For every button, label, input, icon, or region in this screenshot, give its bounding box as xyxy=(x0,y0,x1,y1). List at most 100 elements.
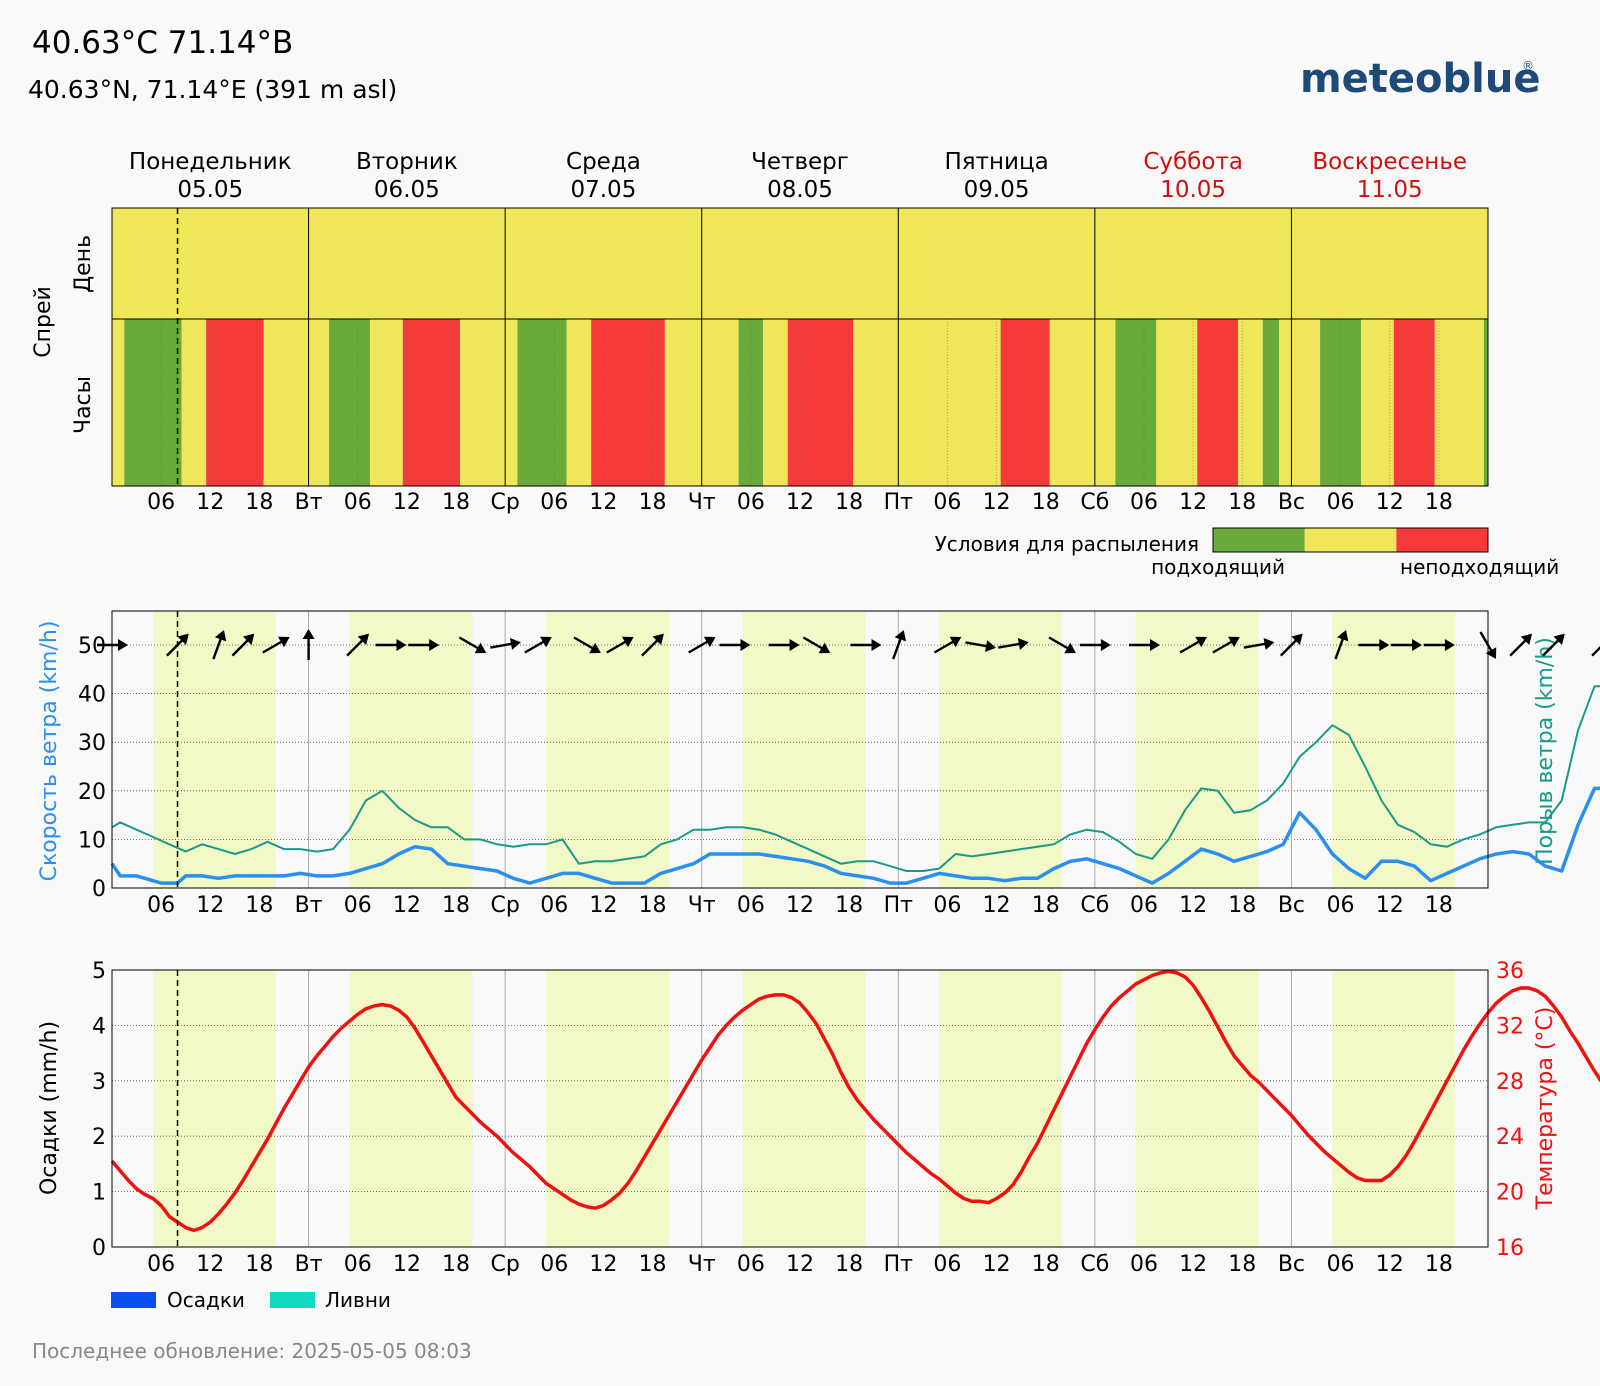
y-tick-label: 3 xyxy=(92,1070,106,1095)
x-tick-label: Вт xyxy=(295,1252,323,1277)
x-tick-label: 18 xyxy=(442,893,470,918)
x-tick-label: 18 xyxy=(639,490,667,515)
x-tick-label: Ср xyxy=(490,1252,519,1277)
x-tick-label: 12 xyxy=(1376,1252,1404,1277)
spray-hour-segment xyxy=(112,319,125,486)
x-tick-label: 12 xyxy=(196,1252,224,1277)
x-tick-label: 12 xyxy=(983,490,1011,515)
wind-direction-arrow xyxy=(524,636,552,654)
brand-registered-mark: ® xyxy=(1522,59,1534,73)
x-tick-label: 06 xyxy=(933,1252,961,1277)
day-date: 09.05 xyxy=(964,177,1030,203)
spray-hour-segment xyxy=(206,319,264,486)
spray-hour-segment xyxy=(853,319,1001,486)
day-name: Пятница xyxy=(944,149,1048,175)
y-tick-label: 2 xyxy=(92,1125,106,1150)
x-tick-label: 18 xyxy=(835,893,863,918)
wind-gust-ylabel: Порыв ветра (km/h) xyxy=(1533,637,1558,865)
x-tick-label: 06 xyxy=(1327,1252,1355,1277)
x-tick-label: 06 xyxy=(1327,893,1355,918)
x-tick-label: 18 xyxy=(835,1252,863,1277)
legend-showers-swatch xyxy=(270,1292,315,1308)
x-tick-label: 18 xyxy=(1032,490,1060,515)
y2-tick-label: 20 xyxy=(1496,1181,1524,1206)
spray-legend-title: Условия для распыления xyxy=(935,532,1199,556)
x-tick-label: 06 xyxy=(737,893,765,918)
spray-panel: Спрей День Часы 06 12 18 Вт 06 12 18 Ср 06 12 18 Чт… xyxy=(31,207,1489,515)
x-tick-label: Вс xyxy=(1278,1252,1305,1277)
x-tick-label: 18 xyxy=(245,1252,273,1277)
x-tick-label: 06 xyxy=(540,490,568,515)
spray-hour-segment xyxy=(787,319,854,486)
spray-hour-segment xyxy=(263,319,330,486)
spray-hour-segment xyxy=(124,319,182,486)
x-tick-label: 18 xyxy=(1425,893,1453,918)
x-tick-label: 18 xyxy=(835,490,863,515)
wind-direction-arrow xyxy=(1179,636,1207,654)
y2-tick-label: 36 xyxy=(1496,959,1524,984)
wind-panel: Скорость ветра (km/h) Порыв ветра (km/h)… xyxy=(37,610,1600,918)
x-tick-label: 12 xyxy=(589,490,617,515)
x-tick-label: 12 xyxy=(1376,490,1404,515)
wind-direction-arrow xyxy=(1279,633,1303,657)
legend-swatch-unsuitable xyxy=(1396,528,1489,552)
wind-direction-arrow xyxy=(212,629,227,660)
x-tick-label: 12 xyxy=(196,893,224,918)
daylight-band xyxy=(546,970,669,1247)
x-tick-label: Пт xyxy=(884,490,914,515)
spray-ylabel: Спрей xyxy=(31,286,56,358)
spray-day-cell xyxy=(505,208,702,319)
spray-hour-segment xyxy=(566,319,592,486)
legend-precip-label: Осадки xyxy=(167,1288,245,1312)
x-tick-label: 12 xyxy=(393,490,421,515)
spray-legend: Условия для распыления подходящий неподх… xyxy=(935,527,1559,579)
x-tick-label: 18 xyxy=(1228,893,1256,918)
x-tick-label: Пт xyxy=(884,1252,914,1277)
spray-day-cell xyxy=(1094,208,1292,319)
day-date: 11.05 xyxy=(1357,177,1423,203)
wind-direction-arrow xyxy=(688,636,716,654)
x-tick-label: Чт xyxy=(688,490,716,515)
x-tick-label: 18 xyxy=(1032,893,1060,918)
wind-direction-arrow xyxy=(1129,639,1160,651)
x-tick-label: 06 xyxy=(1130,490,1158,515)
x-tick-label: 06 xyxy=(737,1252,765,1277)
day-name: Суббота xyxy=(1143,149,1243,175)
x-tick-label: 12 xyxy=(589,893,617,918)
spray-hour-segment xyxy=(517,319,567,486)
x-tick-label: 06 xyxy=(1130,893,1158,918)
spray-hour-segment xyxy=(1115,319,1157,486)
x-tick-label: 12 xyxy=(393,893,421,918)
x-tick-label: 06 xyxy=(344,893,372,918)
x-tick-label: 18 xyxy=(639,893,667,918)
spray-day-cell xyxy=(112,208,309,319)
spray-hour-segment xyxy=(181,319,207,486)
x-tick-label: 06 xyxy=(540,893,568,918)
spray-hour-segment xyxy=(1156,319,1198,486)
x-tick-label: 06 xyxy=(737,490,765,515)
precip-legend: Осадки Ливни xyxy=(111,1288,391,1312)
x-tick-label: Сб xyxy=(1080,490,1109,515)
x-tick-label: Вт xyxy=(295,490,323,515)
wind-direction-arrow xyxy=(1423,639,1455,651)
x-tick-label: Вс xyxy=(1278,893,1305,918)
wind-direction-arrow xyxy=(1212,636,1240,654)
daylight-band xyxy=(939,611,1063,888)
wind-direction-arrow xyxy=(933,636,962,654)
wind-direction-arrow xyxy=(719,639,751,651)
day-name: Воскресенье xyxy=(1312,149,1467,175)
x-tick-label: 06 xyxy=(147,1252,175,1277)
y2-tick-label: 28 xyxy=(1496,1070,1524,1095)
x-tick-label: 18 xyxy=(639,1252,667,1277)
wind-direction-arrow xyxy=(1079,639,1111,651)
x-tick-label: 18 xyxy=(1425,490,1453,515)
legend-showers-label: Ливни xyxy=(325,1288,391,1312)
brand-logo: meteoblue ® xyxy=(1300,56,1541,102)
x-tick-label: 06 xyxy=(1327,490,1355,515)
x-tick-label: 06 xyxy=(933,893,961,918)
brand-name: meteoblue xyxy=(1300,56,1541,102)
x-tick-label: 12 xyxy=(786,1252,814,1277)
daylight-band xyxy=(152,970,276,1247)
day-name: Четверг xyxy=(751,149,849,175)
x-tick-label: Вт xyxy=(295,893,323,918)
